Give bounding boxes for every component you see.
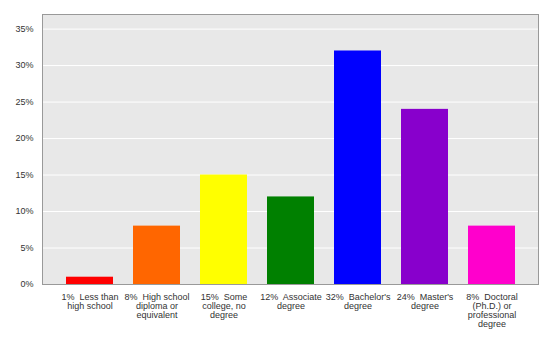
svg-text:10%: 10% <box>15 206 33 216</box>
svg-text:24% Master'sdegree: 24% Master'sdegree <box>397 292 454 311</box>
svg-text:15% Somecollege, nodegree: 15% Somecollege, nodegree <box>201 292 248 320</box>
svg-text:32% Bachelor'sdegree: 32% Bachelor'sdegree <box>326 292 391 311</box>
svg-text:8% High schooldiploma orequiv: 8% High schooldiploma orequivalent <box>124 292 189 320</box>
svg-text:30%: 30% <box>15 60 33 70</box>
svg-text:15%: 15% <box>15 170 33 180</box>
svg-text:5%: 5% <box>20 243 33 253</box>
svg-text:8% Doctoral(Ph.D.) orprofessi: 8% Doctoral(Ph.D.) orprofessionaldegree <box>466 292 518 329</box>
svg-text:20%: 20% <box>15 133 33 143</box>
svg-text:12% Associatedegree: 12% Associatedegree <box>260 292 322 311</box>
svg-text:25%: 25% <box>15 97 33 107</box>
svg-text:1% Less thanhigh school: 1% Less thanhigh school <box>61 292 118 311</box>
svg-text:35%: 35% <box>15 24 33 34</box>
svg-text:0%: 0% <box>20 279 33 289</box>
